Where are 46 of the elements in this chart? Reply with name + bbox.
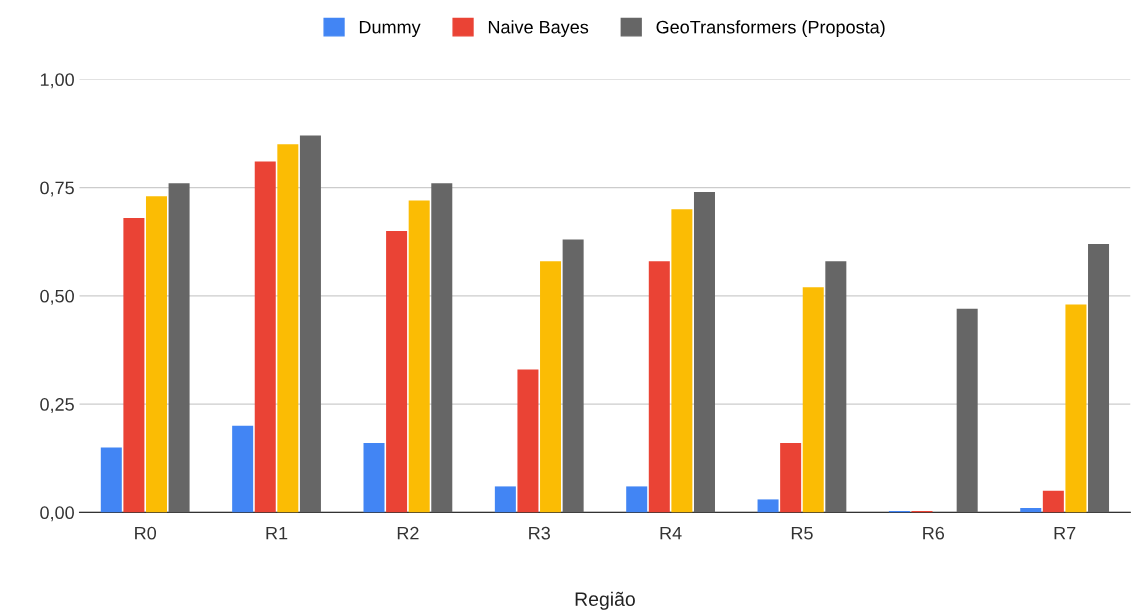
bar <box>956 308 978 513</box>
y-tick-label: 0,75 <box>40 181 74 197</box>
x-tick-label: R0 <box>135 526 157 540</box>
y-tick-label: 0,50 <box>40 289 74 305</box>
bar <box>626 486 648 513</box>
bar <box>232 425 254 513</box>
bar <box>100 447 122 513</box>
bar <box>254 161 276 513</box>
bar <box>517 369 539 513</box>
bar <box>648 261 670 513</box>
x-tick-label: R1 <box>266 526 288 540</box>
x-tick-label: R3 <box>529 526 550 540</box>
bar <box>299 135 321 513</box>
legend-label: GeoTransformers (Proposta) <box>656 20 885 38</box>
bar <box>693 191 715 513</box>
bar <box>277 144 299 513</box>
x-tick-label: R6 <box>923 526 945 540</box>
x-axis-title: Região <box>575 591 635 610</box>
bar <box>168 183 190 513</box>
x-tick-label: R7 <box>1054 526 1076 540</box>
bar <box>1065 304 1087 513</box>
bar <box>825 261 847 513</box>
bar <box>1020 508 1042 513</box>
x-tick-label: R4 <box>660 526 682 540</box>
x-tick-label: R2 <box>397 526 419 540</box>
bar <box>1088 243 1110 513</box>
bar <box>145 196 167 513</box>
bar <box>1042 490 1064 513</box>
legend-label: Dummy <box>359 20 421 38</box>
bar <box>671 209 693 513</box>
bar <box>408 200 430 513</box>
y-tick-label: 1,00 <box>40 73 74 89</box>
bar <box>802 287 824 513</box>
bar <box>386 230 408 513</box>
bar <box>757 499 779 513</box>
y-tick-label: 0,00 <box>40 506 74 522</box>
bar <box>431 183 453 513</box>
bar <box>562 239 584 513</box>
bar <box>123 217 145 513</box>
legend-label: Naive Bayes <box>488 20 589 38</box>
bar <box>780 443 802 513</box>
bar <box>540 261 562 513</box>
bar <box>363 443 385 513</box>
bar <box>494 486 516 513</box>
x-tick-label: R5 <box>791 526 813 540</box>
y-tick-label: 0,25 <box>40 398 74 413</box>
